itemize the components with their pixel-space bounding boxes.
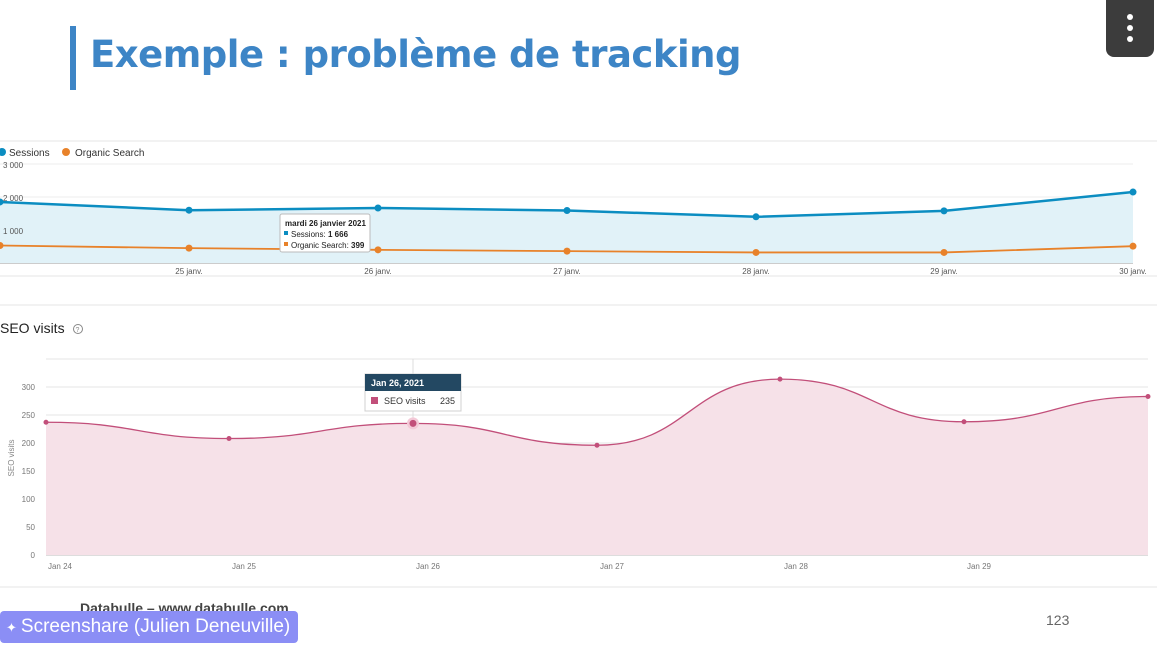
chart1-tooltip: mardi 26 janvier 2021 Sessions: 1 666 Or… (279, 213, 371, 253)
chart1-xtick: 26 janv. (364, 267, 391, 276)
svg-text:?: ? (76, 327, 80, 334)
chart2-tooltip-value: 235 (440, 396, 455, 406)
organic-point[interactable] (940, 248, 948, 256)
organic-point[interactable] (1129, 242, 1137, 250)
chart2-ytick: 300 (22, 383, 36, 392)
sessions-point[interactable] (940, 207, 948, 215)
tooltip-sessions-label: Sessions: (291, 230, 326, 239)
organic-point[interactable] (752, 248, 760, 256)
legend-organic-marker (62, 148, 70, 156)
help-icon[interactable] (73, 324, 83, 334)
sessions-point[interactable] (563, 207, 571, 215)
organic-point[interactable] (563, 247, 571, 255)
sessions-point[interactable] (752, 213, 760, 221)
chart1-legend: Sessions Organic Search (0, 148, 144, 159)
title-accent-bar (70, 26, 76, 90)
chart2-xtick: Jan 29 (967, 562, 992, 571)
legend-sessions-marker (0, 148, 6, 156)
tooltip-organic-label: Organic Search: (291, 241, 349, 250)
chart2-tooltip-label: SEO visits (384, 396, 426, 406)
chart1-xtick: 27 janv. (553, 267, 580, 276)
chart2-xtick: Jan 25 (232, 562, 257, 571)
tooltip-date: mardi 26 janvier 2021 (285, 219, 366, 228)
slide-title: Exemple : problème de tracking (90, 33, 741, 76)
tooltip-sessions-value: 1 666 (328, 230, 349, 239)
chart2-ytick: 250 (22, 411, 36, 420)
sessions-point[interactable] (0, 198, 4, 206)
chart2-ytick: 200 (22, 439, 36, 448)
more-options-icon (1127, 14, 1133, 20)
sessions-point[interactable] (1129, 188, 1137, 196)
legend-sessions: Sessions (9, 148, 50, 159)
seo-visits-area (46, 379, 1148, 555)
chart1-ytick: 1 000 (3, 227, 24, 236)
chart1-xtick: 29 janv. (930, 267, 957, 276)
chart1-xtick: 28 janv. (742, 267, 769, 276)
more-options-button[interactable] (1106, 0, 1154, 57)
chart2-xtick: Jan 24 (48, 562, 73, 571)
seo-visits-point[interactable] (409, 419, 417, 427)
screenshare-badge[interactable]: ✦ Screenshare (Julien Deneuville) (0, 611, 299, 643)
chart1-xtick: 30 janv. (1119, 267, 1146, 276)
chart2-ylabel: SEO visits (7, 440, 16, 477)
tooltip-organic-value: 399 (351, 241, 365, 250)
seo-visits-point[interactable] (226, 436, 232, 442)
sessions-point[interactable] (374, 204, 382, 212)
chart2-xtick: Jan 27 (600, 562, 625, 571)
chart2-ytick: 0 (31, 551, 36, 560)
chart2-tooltip: Jan 26, 2021 SEO visits 235 (364, 373, 462, 412)
chart1-ytick: 3 000 (3, 161, 24, 170)
organic-point[interactable] (374, 246, 382, 254)
chart2-ytick: 50 (26, 523, 35, 532)
chart2-xtick: Jan 26 (416, 562, 441, 571)
chart1-ytick: 2 000 (3, 194, 24, 203)
seo-visits-point[interactable] (594, 442, 600, 448)
legend-organic: Organic Search (75, 148, 144, 159)
chart1-xtick: 25 janv. (175, 267, 202, 276)
seo-visits-point[interactable] (961, 419, 967, 425)
seo-visits-point[interactable] (43, 419, 49, 425)
screenshare-label: Screenshare (Julien Deneuville) (20, 616, 291, 637)
chart2-title: SEO visits (0, 320, 65, 336)
chart2-ytick: 100 (22, 495, 36, 504)
organic-point[interactable] (0, 242, 4, 250)
sparkle-icon: ✦ (6, 620, 17, 635)
chart2-tooltip-date: Jan 26, 2021 (371, 378, 424, 388)
organic-point[interactable] (185, 244, 193, 252)
sessions-point[interactable] (185, 206, 193, 214)
seo-visits-point[interactable] (777, 376, 783, 382)
seo-visits-point[interactable] (1145, 394, 1151, 400)
chart2-xtick: Jan 28 (784, 562, 809, 571)
page-number: 123 (1046, 612, 1070, 628)
chart2-ytick: 150 (22, 467, 36, 476)
